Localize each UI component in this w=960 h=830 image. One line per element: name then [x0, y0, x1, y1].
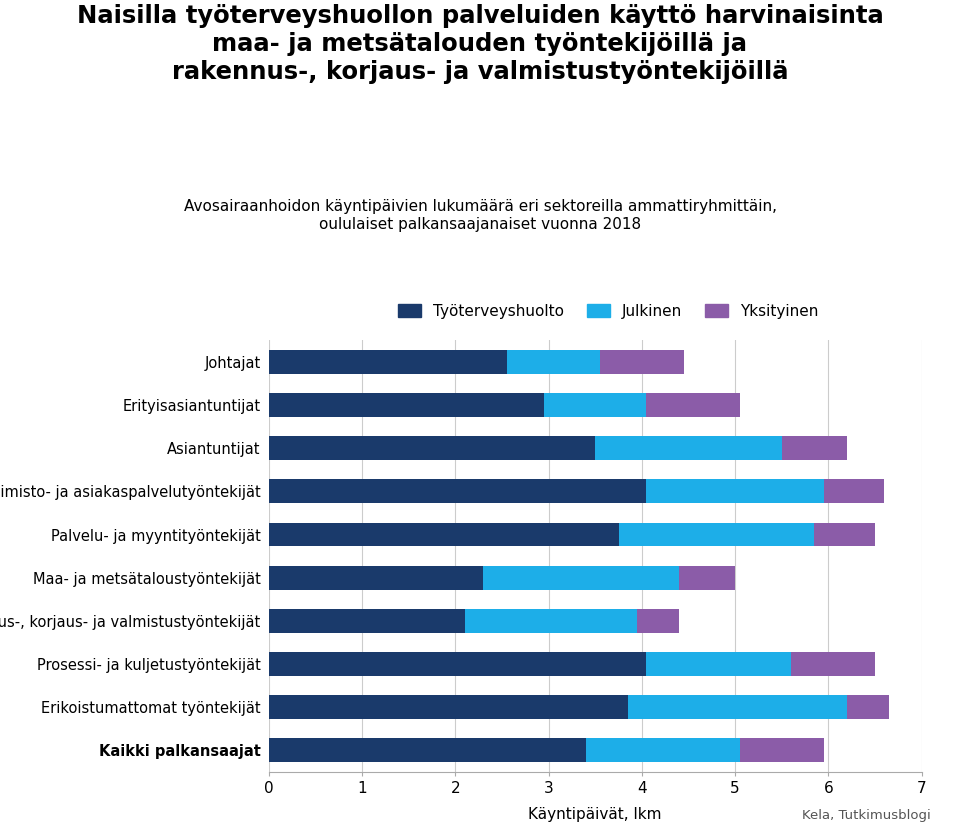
Bar — [679, 566, 735, 589]
Bar — [269, 393, 544, 417]
Bar — [646, 393, 740, 417]
Bar — [269, 350, 507, 374]
Bar — [269, 566, 483, 589]
Bar — [791, 652, 875, 676]
Bar — [600, 350, 684, 374]
Bar — [637, 609, 679, 632]
Bar — [507, 350, 600, 374]
Bar — [618, 523, 814, 546]
Bar — [781, 437, 847, 460]
Bar — [269, 652, 646, 676]
Bar — [595, 437, 781, 460]
Bar — [824, 480, 884, 503]
Bar — [740, 739, 824, 762]
Bar — [628, 696, 847, 719]
Text: Kela, Tutkimusblogi: Kela, Tutkimusblogi — [803, 808, 931, 822]
Bar — [465, 609, 637, 632]
Bar — [269, 696, 628, 719]
Text: Avosairaanhoidon käyntipäivien lukumäärä eri sektoreilla ammattiryhmittäin,
oulu: Avosairaanhoidon käyntipäivien lukumäärä… — [183, 199, 777, 232]
Legend: Työterveyshuolto, Julkinen, Yksityinen: Työterveyshuolto, Julkinen, Yksityinen — [392, 298, 825, 325]
X-axis label: Käyntipäivät, lkm: Käyntipäivät, lkm — [528, 807, 662, 822]
Bar — [483, 566, 679, 589]
Bar — [544, 393, 646, 417]
Bar — [269, 523, 618, 546]
Bar — [586, 739, 740, 762]
Text: Naisilla työterveyshuollon palveluiden käyttö harvinaisinta
maa- ja metsätaloude: Naisilla työterveyshuollon palveluiden k… — [77, 4, 883, 84]
Bar — [646, 480, 824, 503]
Bar — [814, 523, 875, 546]
Bar — [269, 739, 586, 762]
Bar — [269, 609, 465, 632]
Bar — [269, 437, 595, 460]
Bar — [646, 652, 791, 676]
Bar — [847, 696, 889, 719]
Bar — [269, 480, 646, 503]
